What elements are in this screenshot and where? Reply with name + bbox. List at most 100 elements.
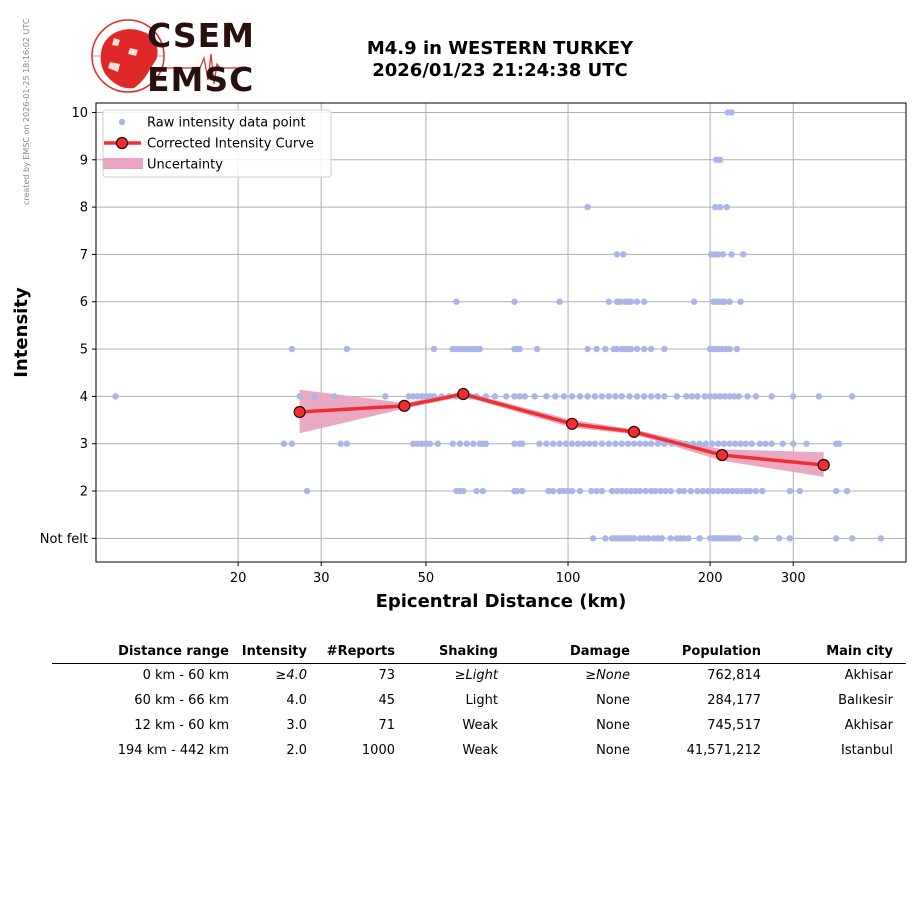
- raw-point: [511, 298, 518, 305]
- header-damage: Damage: [569, 644, 630, 659]
- raw-point: [739, 251, 747, 258]
- legend-uncertainty-patch: [103, 158, 143, 169]
- raw-point: [721, 393, 729, 400]
- raw-point: [640, 298, 648, 305]
- raw-point: [533, 345, 541, 353]
- logo-bottom-text: EMSC: [147, 60, 255, 99]
- raw-point: [680, 535, 688, 542]
- raw-point: [536, 440, 543, 447]
- x-tick-label: 50: [418, 571, 435, 586]
- cell-intensity: 3.0: [286, 718, 307, 733]
- raw-point: [726, 345, 733, 353]
- raw-point: [702, 440, 710, 447]
- raw-point: [624, 440, 632, 447]
- raw-point: [735, 393, 742, 400]
- raw-point: [630, 535, 638, 542]
- x-tick-label: 30: [313, 571, 330, 586]
- raw-point: [343, 440, 351, 447]
- raw-point: [786, 487, 793, 495]
- raw-point: [288, 440, 296, 447]
- y-tick-label: 10: [71, 106, 88, 121]
- emsc-logo: CSEM EMSC: [90, 16, 255, 99]
- raw-point: [449, 440, 456, 447]
- curve-point: [457, 387, 470, 401]
- raw-point: [640, 393, 648, 400]
- raw-point: [731, 440, 739, 447]
- raw-point: [786, 535, 793, 542]
- curve-point: [627, 425, 641, 438]
- raw-point: [627, 298, 635, 305]
- legend-raw-marker: [118, 118, 126, 126]
- raw-point: [549, 440, 557, 447]
- raw-point: [726, 393, 733, 400]
- header-distance: Distance range: [118, 644, 229, 659]
- raw-point: [576, 393, 584, 400]
- raw-point: [543, 440, 550, 447]
- cell-damage: ≥None: [585, 668, 630, 683]
- raw-point: [687, 487, 694, 495]
- raw-point: [716, 156, 724, 163]
- raw-point: [636, 440, 644, 447]
- table-row: 0 km - 60 km ≥4.0 73 ≥Light ≥None 762,81…: [52, 664, 906, 689]
- raw-point: [726, 298, 733, 305]
- raw-point: [661, 345, 668, 353]
- cell-damage: None: [596, 693, 630, 708]
- uncertainty-band: [299, 389, 824, 477]
- raw-point: [453, 298, 460, 305]
- header-city: Main city: [826, 644, 893, 659]
- cell-population: 745,517: [707, 718, 761, 733]
- raw-point: [598, 487, 606, 495]
- raw-point: [545, 487, 552, 495]
- header-rule: [52, 663, 906, 664]
- raw-point: [598, 440, 606, 447]
- x-tick-label: 200: [698, 571, 723, 586]
- raw-point: [605, 298, 612, 305]
- y-axis-label: Intensity: [11, 287, 32, 378]
- raw-point: [602, 345, 609, 353]
- raw-point: [762, 440, 769, 447]
- raw-point: [513, 487, 521, 495]
- raw-point: [591, 440, 599, 447]
- raw-point: [556, 298, 563, 305]
- raw-point: [752, 487, 760, 495]
- raw-point: [491, 393, 499, 400]
- raw-point: [556, 440, 563, 447]
- raw-point: [642, 487, 649, 495]
- raw-point: [519, 487, 526, 495]
- raw-point: [728, 109, 735, 116]
- header-shaking: Shaking: [438, 644, 498, 659]
- raw-point: [633, 393, 641, 400]
- cell-intensity: 2.0: [286, 743, 307, 758]
- raw-point: [584, 203, 591, 211]
- cell-distance: 194 km - 442 km: [117, 743, 229, 758]
- raw-point: [630, 440, 638, 447]
- raw-point: [714, 487, 722, 495]
- raw-point: [511, 393, 518, 400]
- raw-point: [729, 487, 736, 495]
- intensity-chart: 20 30 50 100 200 300 Not felt 2 3 4 5 6 7 8 9 10 Epicent…: [11, 102, 907, 612]
- raw-point: [724, 487, 731, 495]
- raw-point: [742, 440, 749, 447]
- legend-curve-marker: [115, 136, 129, 150]
- raw-point: [516, 393, 523, 400]
- raw-point: [479, 487, 487, 495]
- header-intensity: Intensity: [241, 644, 307, 659]
- raw-point: [574, 440, 582, 447]
- raw-point: [562, 440, 570, 447]
- raw-point: [430, 345, 438, 353]
- raw-point: [719, 251, 727, 258]
- raw-point: [723, 203, 731, 211]
- cell-reports: 45: [378, 693, 395, 708]
- raw-point: [337, 440, 344, 447]
- raw-point: [688, 393, 696, 400]
- cell-population: 284,177: [707, 693, 761, 708]
- raw-point: [552, 393, 559, 400]
- x-axis-label: Epicentral Distance (km): [376, 591, 627, 612]
- curve-point: [565, 417, 579, 430]
- raw-point: [623, 487, 630, 495]
- raw-point: [605, 393, 612, 400]
- y-tick-label: 2: [80, 485, 88, 500]
- raw-point: [613, 251, 621, 258]
- x-tick-label: 20: [230, 571, 247, 586]
- raw-point: [849, 535, 856, 542]
